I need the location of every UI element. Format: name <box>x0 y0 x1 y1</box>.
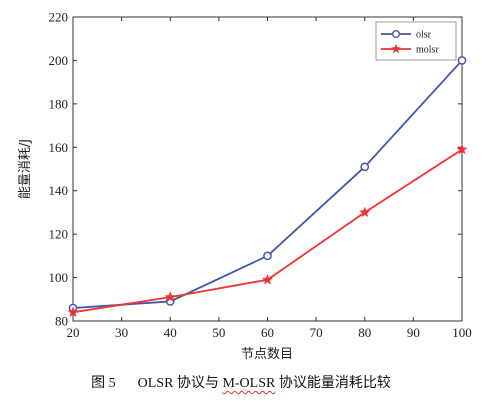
figure-caption: 图 5 OLSR 协议与 M-OLSR 协议能量消耗比较 <box>0 372 482 392</box>
y-axis-ticks: 80 100 120 140 160 180 200 220 <box>49 10 462 329</box>
caption-text-part2: M-OLSR <box>222 376 276 391</box>
data-point-molsr <box>67 306 79 318</box>
data-point-olsr <box>263 251 272 261</box>
legend-marker-olsr <box>392 30 401 39</box>
x-tick-label: 50 <box>212 325 225 340</box>
x-tick-label: 70 <box>310 325 323 340</box>
data-point-molsr <box>359 206 371 218</box>
x-tick-label: 100 <box>452 325 472 340</box>
x-tick-label: 40 <box>164 325 177 340</box>
figure-number: 图 5 <box>91 376 116 391</box>
legend-marker-molsr <box>390 43 402 54</box>
y-tick-label: 80 <box>55 314 68 329</box>
legend-box <box>375 21 457 61</box>
data-point-molsr <box>164 291 176 302</box>
line-chart: 20 30 40 50 60 70 80 90 100 80 100 120 140 160 180 200… <box>18 10 472 363</box>
caption-text-part1: OLSR 协议与 <box>137 376 223 391</box>
caption-text-part3: 协议能量消耗比较 <box>275 376 391 391</box>
x-tick-label: 60 <box>261 325 274 340</box>
x-tick-label: 80 <box>358 325 371 340</box>
y-axis-label: 能量消耗/J <box>18 139 33 199</box>
x-axis-label: 节点数目 <box>241 347 293 362</box>
y-tick-label: 200 <box>49 53 69 68</box>
legend-label-molsr: molsr <box>416 45 439 56</box>
data-point-olsr <box>360 162 370 172</box>
x-tick-label: 30 <box>115 325 128 340</box>
y-tick-label: 100 <box>49 270 69 285</box>
x-tick-label: 20 <box>67 325 80 340</box>
y-tick-label: 160 <box>49 140 69 155</box>
y-tick-label: 120 <box>49 227 69 242</box>
data-point-molsr <box>456 143 468 155</box>
legend-label-olsr: olsr <box>416 30 432 41</box>
legend: olsr molsr <box>375 21 457 61</box>
data-point-molsr <box>261 273 274 285</box>
series-layer <box>67 56 468 318</box>
data-point-olsr <box>457 56 467 65</box>
y-tick-label: 140 <box>49 183 69 198</box>
y-tick-label: 180 <box>49 96 69 111</box>
x-tick-label: 90 <box>407 325 420 340</box>
x-axis-ticks: 20 30 40 50 60 70 80 90 100 <box>67 17 472 340</box>
plot-area <box>72 16 463 322</box>
y-tick-label: 220 <box>49 10 69 25</box>
